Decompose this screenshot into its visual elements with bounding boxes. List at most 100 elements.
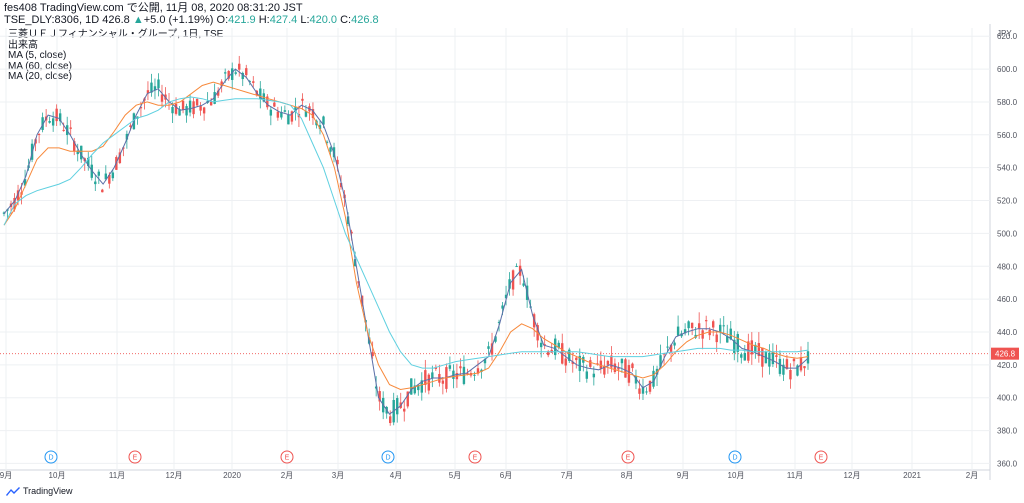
candle-body	[459, 366, 462, 369]
candle-body	[806, 351, 810, 364]
candle-body	[329, 147, 332, 152]
candle-body	[76, 150, 79, 155]
close-label: C:	[340, 14, 352, 26]
legend-ma60[interactable]: MA (60, close)	[8, 60, 72, 72]
candle-body	[606, 360, 610, 365]
legend-title[interactable]: 三菱ＵＦＪフィナンシャル・グループ, 1日, TSE	[8, 29, 224, 40]
candle-body	[683, 329, 687, 334]
candle-body	[111, 172, 115, 179]
x-tick-label: 11月	[787, 471, 803, 480]
legend-ma5[interactable]: MA (5, close)	[8, 50, 67, 61]
candle-body	[174, 103, 178, 114]
event-marker	[280, 450, 294, 464]
y-tick-label: 440.0	[997, 328, 1018, 337]
candle-body	[662, 353, 666, 355]
candle-body	[697, 323, 701, 329]
up-arrow-icon: ▲	[132, 14, 144, 26]
event-label: D	[385, 455, 390, 462]
candle-body	[754, 344, 757, 352]
candle-body	[733, 339, 736, 353]
candle-body	[276, 111, 280, 118]
price-change: +5.0 (+1.19%)	[143, 14, 214, 26]
candle-body	[51, 118, 55, 126]
candle-body	[259, 88, 262, 100]
candle-body	[736, 334, 739, 352]
candle-body	[157, 79, 160, 89]
x-tick-label: 9月	[677, 471, 689, 480]
ma60-line	[3, 96, 809, 369]
symbol-label: TSE_DLY:8306, 1D	[4, 14, 100, 26]
x-tick-label: 2021	[903, 471, 921, 480]
candle-body	[782, 364, 785, 375]
chart-legend: 三菱ＵＦＪフィナンシャル・グループ, 1日, TSE 出来高 MA (5, cl…	[8, 29, 224, 83]
y-tick-label: 600.0	[997, 65, 1018, 74]
candle-body	[406, 391, 409, 407]
candle-body	[750, 340, 754, 355]
candle-body	[803, 366, 806, 369]
candle-body	[624, 359, 627, 378]
event-label: D	[732, 455, 737, 462]
candle-body	[441, 380, 445, 384]
candle-body	[69, 127, 72, 129]
candle-body	[610, 355, 613, 368]
candle-body	[104, 173, 108, 180]
candle-body	[304, 111, 308, 117]
candle-body	[729, 328, 732, 340]
candle-body	[666, 346, 669, 348]
candle-body	[234, 72, 237, 74]
candle-body	[539, 342, 543, 348]
y-tick-label: 420.0	[997, 361, 1018, 370]
candle-body	[417, 385, 420, 391]
candle-body	[631, 363, 634, 369]
candle-body	[37, 134, 41, 136]
candle-body	[371, 352, 374, 357]
candle-body	[318, 125, 322, 130]
candle-body	[673, 342, 676, 346]
x-tick-label: 8月	[621, 471, 633, 480]
candle-body	[634, 375, 638, 384]
candle-body	[522, 283, 525, 286]
legend-ma20[interactable]: MA (20, close)	[8, 71, 72, 82]
candle-body	[420, 380, 423, 393]
candle-body	[171, 106, 174, 114]
candle-body	[353, 259, 357, 267]
open-value: 421.9	[228, 14, 256, 26]
candle-body	[41, 117, 44, 130]
candle-body	[792, 358, 796, 362]
candle-body	[378, 391, 381, 402]
event-label: E	[473, 455, 478, 462]
candle-body	[476, 368, 480, 374]
candle-body	[515, 266, 518, 268]
candle-body	[150, 82, 153, 93]
candle-body	[241, 72, 244, 80]
candle-body	[799, 357, 803, 371]
candle-body	[118, 152, 122, 164]
candle-body	[508, 279, 511, 289]
legend-volume[interactable]: 出来高	[8, 39, 38, 51]
y-tick-label: 360.0	[997, 459, 1018, 468]
candle-body	[620, 358, 624, 364]
candle-body	[290, 111, 294, 122]
candle-body	[273, 102, 276, 107]
footer-brand[interactable]: TradingView	[6, 486, 73, 496]
event-marker	[621, 450, 635, 464]
candle-body	[613, 363, 617, 373]
candle-body	[301, 98, 304, 101]
candle-body	[245, 68, 248, 76]
candle-body	[322, 116, 325, 125]
y-tick-label: 400.0	[997, 394, 1018, 403]
chart-header: fes408 TradingView.com で公開, 11月 08, 2020…	[4, 2, 379, 26]
candle-body	[238, 63, 241, 70]
candle-body	[325, 141, 329, 143]
candle-body	[231, 68, 234, 80]
candle-body	[740, 354, 743, 358]
event-label: E	[285, 455, 290, 462]
candle-body	[97, 171, 100, 176]
candle-body	[722, 325, 725, 327]
candle-body	[283, 110, 287, 112]
event-marker	[468, 450, 482, 464]
candle-body	[252, 81, 255, 83]
low-value: 420.0	[309, 14, 338, 26]
x-tick-label: 7月	[561, 471, 573, 480]
